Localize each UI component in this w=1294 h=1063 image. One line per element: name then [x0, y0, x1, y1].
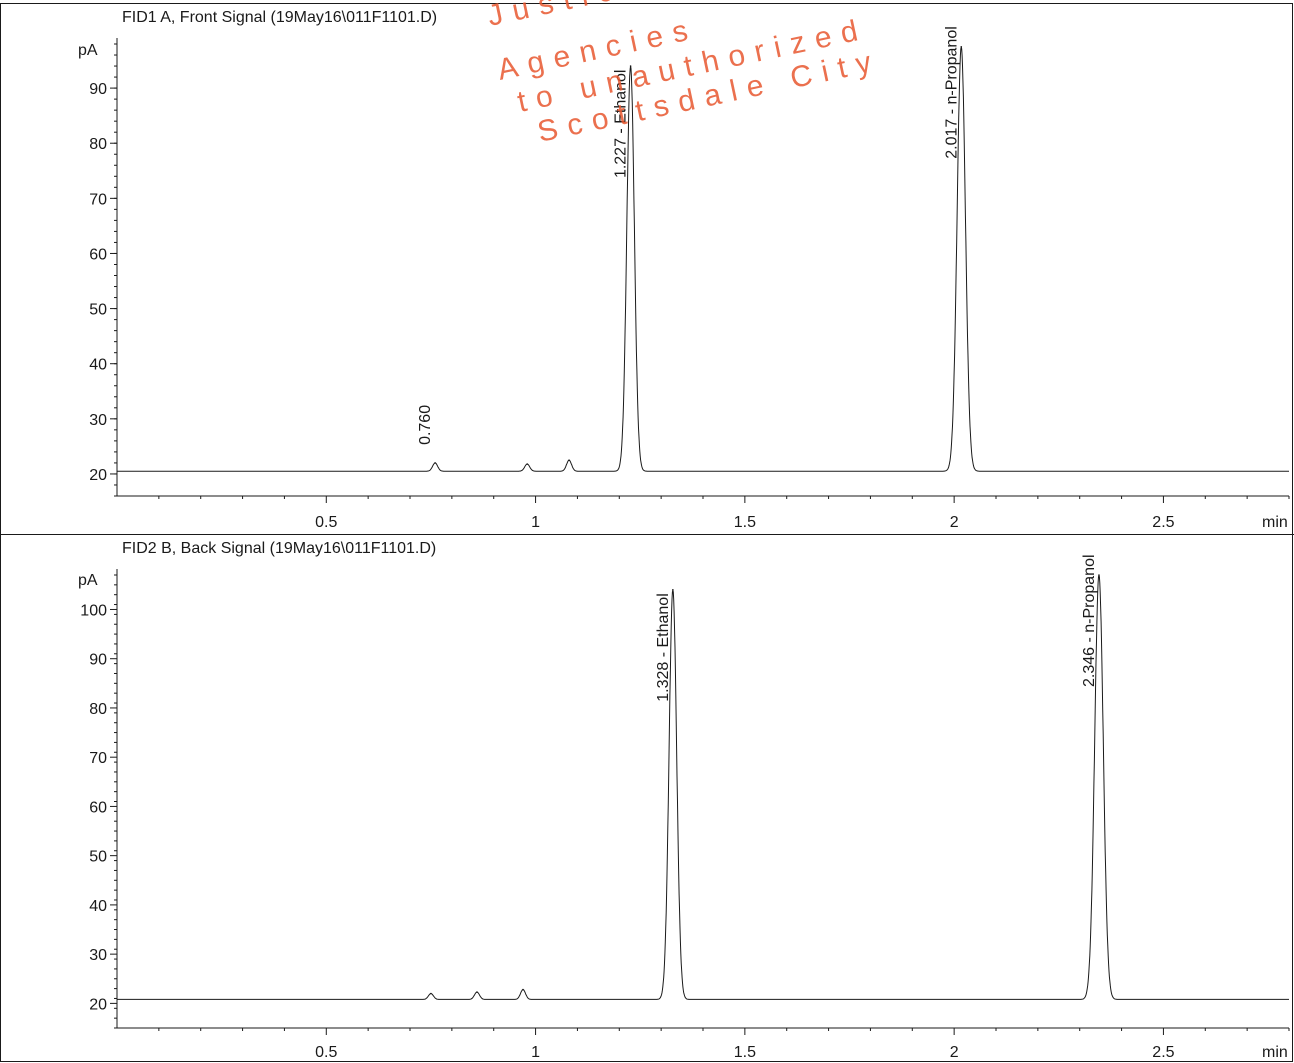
x-tick-label: 1	[531, 514, 540, 531]
y-tick-label: 80	[89, 701, 107, 718]
y-tick-label: 70	[89, 191, 107, 208]
y-tick-label: 20	[89, 996, 107, 1013]
y-tick-label: 30	[89, 412, 107, 429]
x-tick-label: 2.5	[1152, 514, 1174, 531]
y-tick-label: 70	[89, 750, 107, 767]
y-tick-label: 60	[89, 799, 107, 816]
panel-title: FID1 A, Front Signal (19May16\011F1101.D…	[122, 9, 437, 26]
y-tick-label: 100	[80, 602, 107, 619]
y-tick-label: 90	[89, 81, 107, 98]
peak-marker	[568, 459, 570, 461]
y-tick-label: 20	[89, 467, 107, 484]
y-tick-label: 40	[89, 898, 107, 915]
peak-marker	[1098, 574, 1100, 576]
x-tick-label: 1	[531, 1044, 540, 1061]
x-tick-label: 2	[950, 1044, 959, 1061]
x-tick-label: 2	[950, 514, 959, 531]
panel-fid2: FID2 B, Back Signal (19May16\011F1101.D)…	[78, 540, 1290, 1061]
outer-frame	[0, 3, 1293, 1062]
y-tick-label: 50	[89, 302, 107, 319]
y-tick-label: 40	[89, 357, 107, 374]
signal-trace	[117, 46, 1289, 472]
trace-fid1	[117, 45, 1289, 472]
trace-fid2	[117, 574, 1289, 1000]
x-tick-label: 0.5	[315, 1044, 337, 1061]
y-tick-label: 50	[89, 849, 107, 866]
axes-fid2: 20 30 40 50 60 70 80 90 100 0.5 1 1.5 2 2.5	[80, 569, 1290, 1061]
x-tick-label: 2.5	[1152, 1044, 1174, 1061]
peak-labels-fid1: 0.760 1.227 - Ethanol 2.017 - n-Propanol	[417, 26, 960, 445]
peak-marker	[476, 991, 478, 993]
panel-fid1: FID1 A, Front Signal (19May16\011F1101.D…	[78, 9, 1290, 531]
x-axis-unit-label: min	[1262, 514, 1288, 531]
y-tick-label: 80	[89, 136, 107, 153]
panel-title: FID2 B, Back Signal (19May16\011F1101.D)	[122, 540, 436, 557]
peak-label: 2.346 - n-Propanol	[1081, 554, 1098, 687]
peak-label: 1.227 - Ethanol	[613, 70, 630, 179]
peak-marker	[672, 588, 674, 591]
peak-label: 2.017 - n-Propanol	[943, 26, 960, 159]
x-axis-unit-label: min	[1262, 1044, 1288, 1061]
x-tick-label: 0.5	[315, 514, 337, 531]
x-tick-label: 1.5	[734, 514, 756, 531]
axes-fid1: 20 30 40 50 60 70 80 90 0.5 1 1.5 2 2.5	[89, 38, 1290, 531]
peak-marker	[629, 65, 632, 67]
y-tick-label: 30	[89, 947, 107, 964]
peak-marker	[430, 992, 432, 995]
y-axis-unit-label: pA	[78, 572, 98, 589]
peak-marker	[960, 45, 963, 48]
y-tick-label: 90	[89, 652, 107, 669]
peak-marker	[522, 988, 524, 991]
y-tick-label: 60	[89, 246, 107, 263]
peak-marker	[434, 462, 436, 464]
peak-label: 0.760	[417, 405, 434, 445]
peak-marker	[526, 463, 528, 465]
peak-labels-fid2: 1.328 - Ethanol 2.346 - n-Propanol	[655, 554, 1098, 701]
peak-label: 1.328 - Ethanol	[655, 593, 672, 702]
watermark: Justice Agencies to unauthorized Scottsd…	[485, 0, 884, 149]
signal-trace	[117, 574, 1289, 1000]
y-axis-unit-label: pA	[78, 42, 98, 59]
x-tick-label: 1.5	[734, 1044, 756, 1061]
